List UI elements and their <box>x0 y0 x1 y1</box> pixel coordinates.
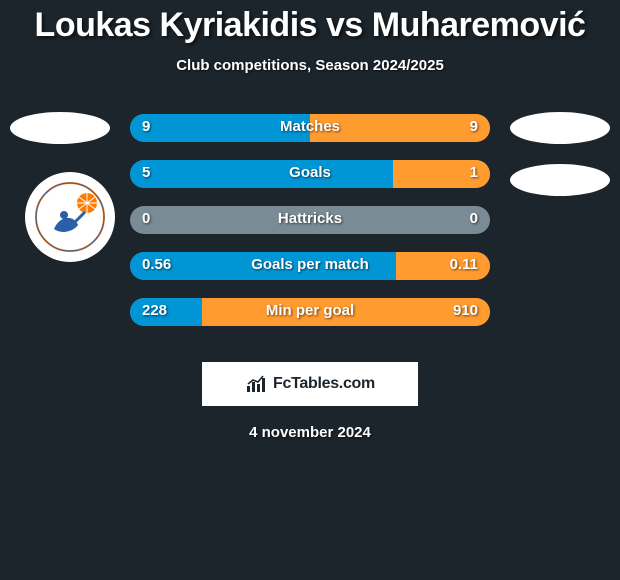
stat-value-right: 0 <box>470 210 478 227</box>
brand-text: FcTables.com <box>273 375 375 393</box>
player-right-badge-2 <box>510 164 610 196</box>
stat-value-right: 0.11 <box>450 256 478 273</box>
page-title: Loukas Kyriakidis vs Muharemović <box>0 0 620 45</box>
subtitle: Club competitions, Season 2024/2025 <box>0 57 620 74</box>
stat-row: 0.56Goals per match0.11 <box>130 252 490 280</box>
stat-label: Hattricks <box>130 210 490 227</box>
player-right-badge-1 <box>510 112 610 144</box>
stat-label: Goals <box>130 164 490 181</box>
stat-value-right: 1 <box>470 164 478 181</box>
stat-value-right: 910 <box>453 302 478 319</box>
stat-label: Matches <box>130 118 490 135</box>
brand-box: FcTables.com <box>202 362 418 406</box>
date-text: 4 november 2024 <box>0 424 620 441</box>
stat-label: Goals per match <box>130 256 490 273</box>
club-logo <box>25 172 115 262</box>
stat-value-right: 9 <box>470 118 478 135</box>
stat-row: 9Matches9 <box>130 114 490 142</box>
stat-row: 228Min per goal910 <box>130 298 490 326</box>
player-left-badge-1 <box>10 112 110 144</box>
stat-row: 5Goals1 <box>130 160 490 188</box>
chart-icon <box>245 374 269 394</box>
comparison-area: 9Matches9 5Goals1 0Hattricks0 0.56Goals per… <box>0 114 620 354</box>
club-logo-icon <box>34 181 106 253</box>
stat-label: Min per goal <box>130 302 490 319</box>
stat-row: 0Hattricks0 <box>130 206 490 234</box>
comparison-bars: 9Matches9 5Goals1 0Hattricks0 0.56Goals per… <box>130 114 490 344</box>
